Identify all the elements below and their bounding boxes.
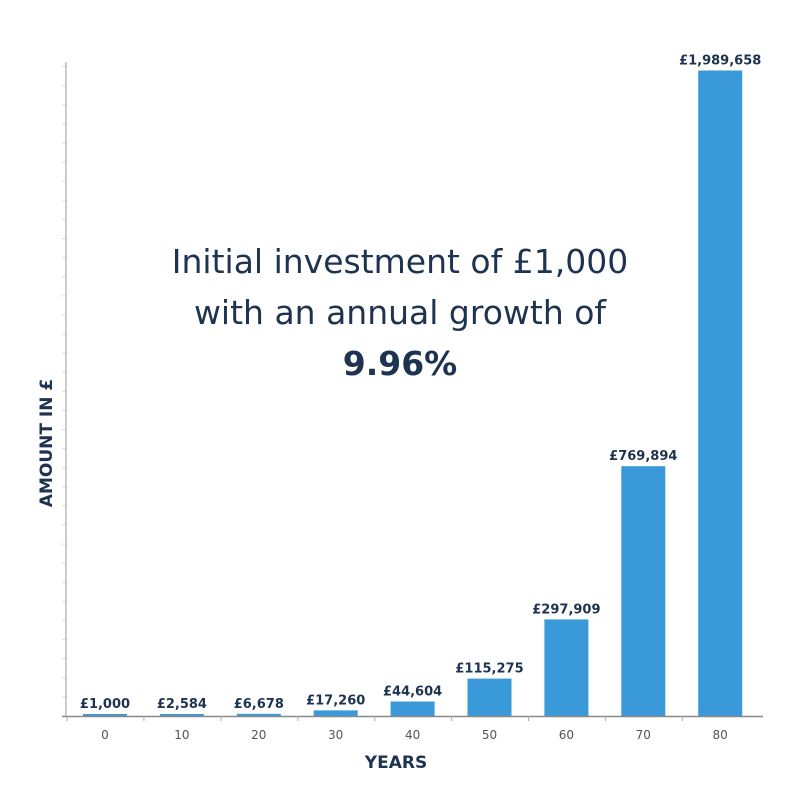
- x-tick-label: 50: [482, 728, 497, 742]
- x-tick-label: 40: [405, 728, 420, 742]
- y-axis-title: AMOUNT IN £: [37, 379, 57, 507]
- bar-30: [313, 710, 358, 716]
- chart-annotation: Initial investment of £1,000 with an ann…: [60, 236, 740, 389]
- y-axis-minor-ticks: [62, 66, 66, 698]
- bar-0: [83, 714, 127, 716]
- bar-value-label: £17,260: [306, 693, 365, 708]
- bar-50: [467, 678, 512, 716]
- x-axis-title: YEARS: [364, 753, 427, 773]
- bar-60: [544, 619, 589, 716]
- bar-value-label: £115,275: [455, 662, 523, 677]
- bars: £1,000 £2,584 £6,678 £17,260 £44,604 £115,275…: [80, 54, 761, 716]
- bar-40: [390, 701, 435, 716]
- bar-70: [621, 466, 666, 716]
- bar-20: [236, 713, 281, 716]
- x-tick-label: 10: [174, 728, 189, 742]
- bar-10: [159, 714, 204, 716]
- x-tick-label: 80: [713, 728, 728, 742]
- bar-value-label: £6,678: [234, 697, 284, 712]
- bar-value-label: £297,909: [532, 602, 600, 617]
- bar-value-label: £2,584: [157, 697, 207, 712]
- bar-value-label: £44,604: [383, 685, 442, 700]
- x-tick-label: 0: [101, 728, 109, 742]
- bar-value-label: £1,000: [80, 697, 130, 712]
- annotation-line-3: 9.96%: [342, 344, 458, 383]
- bar-80: [698, 70, 743, 716]
- annotation-line-2: with an annual growth of: [193, 293, 607, 332]
- annotation-line-1: Initial investment of £1,000: [171, 242, 629, 281]
- x-tick-label: 20: [251, 728, 266, 742]
- bar-value-label: £769,894: [609, 449, 677, 464]
- x-tick-label: 30: [328, 728, 343, 742]
- bar-value-label: £1,989,658: [679, 54, 761, 69]
- x-axis-ticks: 0 10 20 30 40 50 60 70 80: [66, 716, 728, 742]
- x-tick-label: 70: [636, 728, 651, 742]
- x-tick-label: 60: [559, 728, 574, 742]
